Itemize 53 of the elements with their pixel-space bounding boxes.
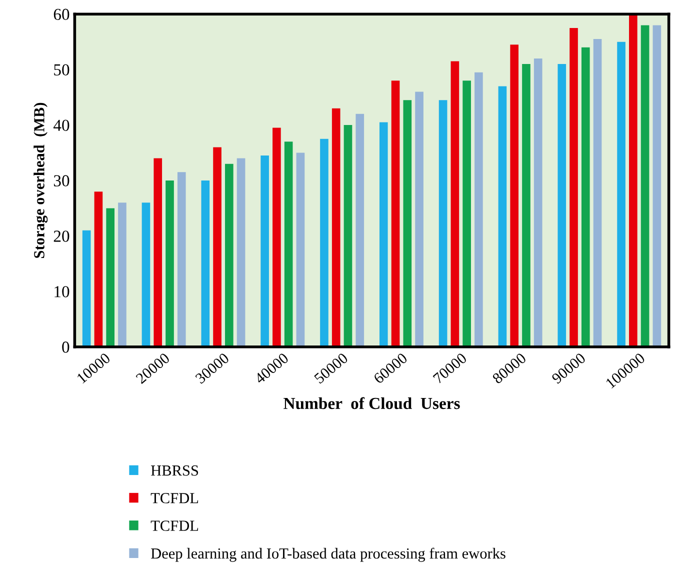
bar (450, 61, 460, 347)
bar (296, 152, 305, 347)
y-tick-label: 10 (54, 286, 70, 298)
bar (652, 25, 662, 347)
bar (332, 108, 340, 347)
bar (236, 158, 246, 347)
bar (177, 172, 186, 347)
bar (379, 122, 388, 347)
bar (581, 47, 590, 347)
legend-label: Deep learning and IoT-based data processing fram eworks (151, 548, 506, 562)
bar (154, 158, 162, 347)
bar (106, 208, 114, 347)
bar (570, 28, 578, 347)
bar (534, 58, 542, 347)
bar (82, 230, 91, 347)
bar (593, 39, 602, 347)
bar (356, 114, 364, 347)
bar (284, 142, 293, 347)
bar (415, 92, 424, 347)
bar (474, 72, 483, 347)
y-tick-label: 50 (54, 64, 70, 76)
bar (118, 202, 126, 347)
bar (344, 125, 352, 347)
bar (213, 147, 222, 347)
bar (617, 42, 626, 347)
bar (510, 44, 518, 347)
y-tick-label: 0 (62, 342, 70, 353)
legend-label: TCFDL (150, 520, 198, 531)
bar (640, 25, 650, 347)
y-tick-label: 30 (54, 175, 70, 186)
bar (462, 80, 471, 347)
bar (498, 86, 507, 347)
x-axis-title: Number of Cloud Users (284, 397, 460, 410)
bar (94, 192, 103, 347)
bar (201, 180, 210, 347)
bar (320, 138, 328, 347)
bar (522, 64, 530, 347)
bar (272, 128, 281, 347)
bar (558, 64, 566, 347)
y-tick-label: 60 (54, 8, 70, 20)
bar (391, 80, 400, 347)
bar (225, 164, 234, 347)
y-axis-title: Storage overhead (MB) (34, 102, 48, 258)
bar (629, 14, 638, 347)
bar (166, 180, 174, 347)
legend-label: TCFDL (150, 493, 198, 504)
y-tick-label: 40 (53, 120, 70, 131)
y-tick-label: 20 (54, 230, 70, 242)
bar (403, 100, 412, 347)
bar (260, 156, 269, 347)
bar (438, 100, 448, 347)
bar (142, 202, 150, 347)
legend-label: HBRSS (151, 465, 198, 476)
